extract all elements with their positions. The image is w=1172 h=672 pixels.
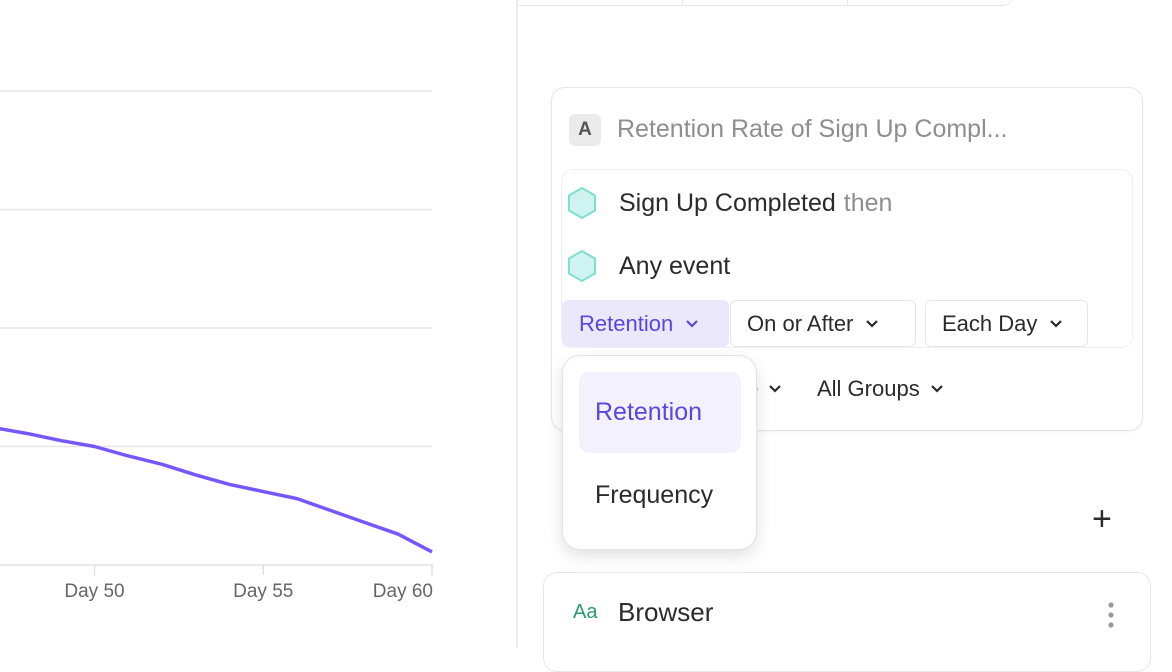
retention-chart: Day 50 Day 55 Day 60	[0, 0, 517, 648]
event-hexagon-icon	[567, 186, 597, 220]
metric-badge: A	[569, 114, 601, 146]
string-type-icon: Aa	[573, 601, 597, 624]
chevron-down-icon	[930, 384, 944, 394]
chevron-down-icon	[768, 384, 782, 394]
metric-title[interactable]: Retention Rate of Sign Up Compl...	[617, 115, 1007, 144]
event-hexagon-icon	[567, 249, 597, 283]
select-label: All Groups	[817, 376, 920, 402]
breakdown-card[interactable]: Aa Browser	[543, 572, 1151, 672]
panel-divider	[516, 0, 518, 648]
option-frequency[interactable]: Frequency	[579, 455, 741, 536]
more-options-icon[interactable]	[1107, 601, 1115, 629]
analysis-type-select[interactable]: Retention	[562, 300, 729, 347]
x-tick-label: Day 60	[373, 581, 433, 602]
chevron-down-icon	[685, 319, 699, 329]
groups-select[interactable]: All Groups	[817, 376, 944, 402]
event-row[interactable]: Any event	[567, 249, 730, 283]
top-tab[interactable]	[848, 0, 1012, 5]
top-tabs	[517, 0, 1013, 6]
chevron-down-icon	[865, 319, 879, 329]
event-name: Any event	[619, 252, 730, 281]
option-retention[interactable]: Retention	[579, 372, 741, 453]
event-row[interactable]: Sign Up Completed then	[567, 186, 892, 220]
x-tick-label: Day 50	[64, 581, 124, 602]
breakdown-name: Browser	[618, 597, 713, 628]
top-tab[interactable]	[518, 0, 683, 5]
event-name: Sign Up Completed	[619, 189, 836, 218]
select-label: Each Day	[942, 311, 1037, 337]
add-breakdown-button[interactable]: +	[1092, 503, 1112, 535]
select-label: On or After	[747, 311, 853, 337]
analysis-type-dropdown: Retention Frequency	[562, 355, 757, 550]
event-connector: then	[844, 189, 893, 218]
retention-criteria-select[interactable]: On or After	[730, 300, 916, 347]
top-tab[interactable]	[683, 0, 848, 5]
chevron-down-icon	[1049, 319, 1063, 329]
interval-select[interactable]: Each Day	[925, 300, 1088, 347]
select-label: Retention	[579, 311, 673, 337]
x-tick-label: Day 55	[233, 581, 293, 602]
